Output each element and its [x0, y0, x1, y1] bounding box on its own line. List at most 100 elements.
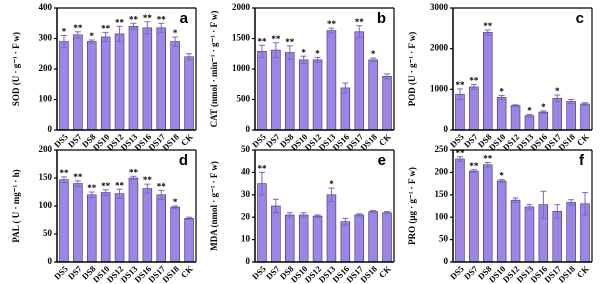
- bar: [469, 86, 479, 131]
- y-axis-label: POD (U · g⁻¹ · F w): [407, 32, 417, 107]
- y-axis-label: PAL ( U · mg⁻¹ · h): [11, 169, 21, 242]
- bar: [100, 36, 111, 131]
- y-tick-label: 100: [39, 200, 53, 210]
- bar: [184, 218, 194, 263]
- significance-label: **: [129, 14, 139, 24]
- y-tick-label: 150: [39, 172, 53, 182]
- error-bar: [286, 45, 293, 60]
- bar: [538, 111, 549, 131]
- error-bar: [158, 189, 165, 200]
- error-bar: [342, 217, 349, 226]
- y-tick-label: 0: [48, 256, 53, 266]
- significance-label: **: [483, 21, 493, 31]
- bar: [340, 87, 351, 131]
- significance-label: *: [499, 171, 504, 181]
- bar: [340, 221, 351, 263]
- bar: [156, 194, 166, 263]
- bar: [566, 101, 576, 131]
- error-bar: [102, 189, 109, 196]
- x-tick-label: DS18: [160, 132, 181, 153]
- error-bar: [88, 191, 95, 199]
- bar: [496, 97, 507, 131]
- significance-label: **: [143, 175, 153, 185]
- bar: [524, 206, 535, 263]
- bar: [170, 206, 180, 263]
- error-bar: [526, 114, 533, 118]
- bar: [257, 51, 267, 131]
- error-bar: [116, 25, 123, 43]
- bar: [368, 211, 378, 263]
- bar: [455, 158, 465, 263]
- y-tick-label: 50: [439, 234, 449, 244]
- bar: [114, 33, 125, 131]
- bar: [524, 115, 535, 131]
- significance-label: **: [271, 34, 281, 44]
- y-tick-label: 250: [435, 144, 449, 154]
- bar: [128, 25, 139, 131]
- error-bar: [356, 25, 363, 39]
- chart-panel: *DS5**DS7*DS8**DS10**DS12**DS13**DS16**D…: [11, 2, 197, 153]
- significance-label: **: [157, 181, 167, 191]
- x-tick-label: DS18: [358, 132, 379, 153]
- significance-label: **: [157, 14, 167, 24]
- error-bar: [540, 190, 547, 219]
- error-bar: [300, 55, 307, 65]
- significance-label: **: [59, 168, 69, 178]
- significance-label: **: [115, 17, 125, 27]
- y-tick-label: 0: [246, 124, 251, 134]
- error-bar: [272, 198, 279, 214]
- bar: [354, 31, 364, 131]
- significance-label: *: [90, 31, 95, 41]
- error-bar: [158, 22, 165, 33]
- y-tick-label: 200: [39, 144, 53, 154]
- error-bar: [286, 212, 293, 218]
- error-bar: [172, 205, 179, 209]
- error-bar: [314, 56, 321, 63]
- error-bar: [130, 22, 137, 30]
- y-tick-label: 20: [241, 211, 251, 221]
- significance-label: *: [555, 86, 560, 96]
- error-bar: [342, 82, 349, 94]
- chart-panel: **DS5DS7DS8DS10DS12*DS13DS16DS17DS18CK01…: [209, 144, 395, 284]
- bar: [368, 59, 378, 131]
- significance-label: **: [73, 172, 83, 182]
- bar: [580, 103, 590, 131]
- bar: [257, 183, 267, 263]
- bar: [552, 211, 562, 263]
- significance-label: **: [87, 183, 97, 193]
- bar: [170, 41, 180, 131]
- error-bar: [356, 213, 363, 217]
- error-bar: [172, 36, 179, 47]
- y-tick-label: 2000: [430, 43, 449, 53]
- bar: [298, 59, 309, 131]
- error-bar: [526, 204, 533, 210]
- error-bar: [144, 21, 151, 35]
- x-tick-label: DS18: [160, 264, 181, 284]
- significance-label: *: [499, 86, 504, 96]
- y-tick-label: 400: [39, 2, 53, 12]
- error-bar: [60, 34, 67, 49]
- bar: [142, 188, 153, 263]
- error-bar: [258, 171, 265, 196]
- y-tick-label: 2000: [232, 2, 251, 12]
- bar: [142, 27, 153, 131]
- x-tick-label: CK: [575, 263, 591, 279]
- bar: [382, 76, 392, 131]
- y-tick-label: 200: [39, 63, 53, 73]
- y-tick-label: 500: [237, 94, 251, 104]
- error-bar: [582, 102, 589, 106]
- bar: [114, 193, 125, 263]
- error-bar: [484, 162, 491, 168]
- error-bar: [498, 94, 505, 100]
- x-tick-label: CK: [179, 263, 195, 279]
- error-bar: [186, 216, 193, 220]
- y-tick-label: 0: [444, 124, 449, 134]
- bar: [326, 30, 337, 131]
- y-tick-label: 0: [246, 256, 251, 266]
- bar: [566, 202, 576, 263]
- bar: [483, 32, 493, 131]
- bar: [184, 56, 194, 131]
- bar: [59, 41, 69, 131]
- panel-label: b: [377, 10, 386, 27]
